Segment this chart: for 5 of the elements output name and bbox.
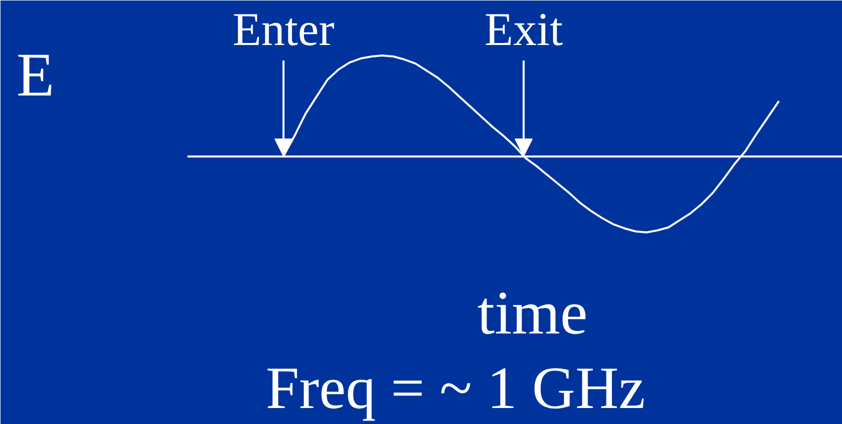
annotation: Enter: [232, 4, 335, 56]
y-axis-title: E: [16, 41, 54, 110]
annotation: Exit: [484, 4, 563, 56]
x-axis-title: time: [477, 279, 588, 348]
text: Freq = ~ 1 GHz: [266, 354, 646, 421]
